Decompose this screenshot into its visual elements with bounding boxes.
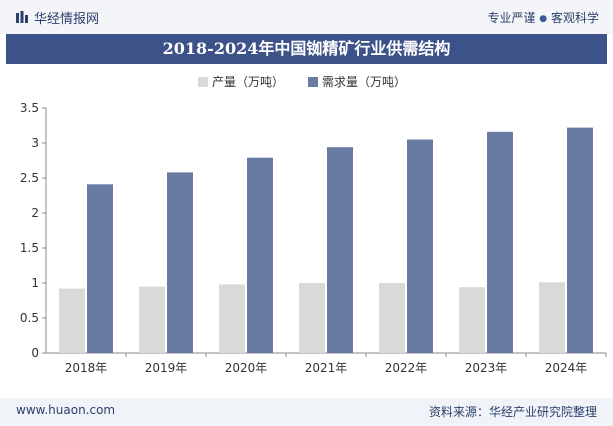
bar-production [379,283,405,353]
legend-swatch-demand [308,77,318,87]
bar-demand [327,147,353,353]
legend-swatch-production [198,77,208,87]
y-tick-label: 2.5 [20,171,39,185]
legend-label-demand: 需求量（万吨） [322,75,407,89]
legend-demand: 需求量（万吨） [308,73,406,90]
x-tick-label: 2023年 [465,361,508,375]
bar-demand [407,139,433,353]
bar-demand [167,172,193,353]
footer-source: 资料来源：华经产业研究院整理 [428,405,597,419]
x-tick-label: 2021年 [305,361,348,375]
slogan: 专业严谨 ● 客观科学 [487,9,599,26]
bar-production [299,283,325,353]
x-tick-label: 2019年 [145,361,188,375]
legend-label-production: 产量（万吨） [212,75,285,89]
legend-production: 产量（万吨） [198,73,284,90]
top-bar: 华经情报网 专业严谨 ● 客观科学 [0,0,613,34]
bar-production [459,287,485,353]
footer-bar: www.huaon.com 资料来源：华经产业研究院整理 [0,398,613,426]
y-tick-label: 3.5 [20,101,39,115]
y-tick-label: 3 [31,136,39,150]
bar-demand [487,131,513,353]
y-tick-label: 2 [31,206,39,220]
brand-name: 华经情报网 [34,12,100,27]
y-tick-label: 0.5 [20,311,39,325]
chart-title: 2018-2024年中国铷精矿行业供需结构 [162,39,451,58]
x-tick-label: 2024年 [545,361,588,375]
x-tick-label: 2020年 [225,361,268,375]
footer-website[interactable]: www.huaon.com [16,403,116,417]
slogan-right: 客观科学 [550,11,599,25]
y-tick-label: 0 [31,346,39,360]
bar-production [139,286,165,353]
bar-demand [567,127,593,353]
bar-production [539,282,565,353]
bar-logo-icon [16,11,28,23]
y-tick-label: 1.5 [20,241,39,255]
bar-production [59,288,85,353]
title-bar: 2018-2024年中国铷精矿行业供需结构 [6,34,607,64]
bar-chart: 0 0.5 1 1.5 2 2.5 3 3.5 2018年 2019年 2020年 2021年 2022… [20,101,607,375]
bar-demand [87,184,113,353]
slogan-separator: ● [539,14,548,24]
slogan-left: 专业严谨 [487,11,536,25]
x-tick-label: 2018年 [65,361,108,375]
bar-production [219,284,245,353]
bar-demand [247,157,273,353]
x-tick-label: 2022年 [385,361,428,375]
y-tick-label: 1 [31,276,39,290]
